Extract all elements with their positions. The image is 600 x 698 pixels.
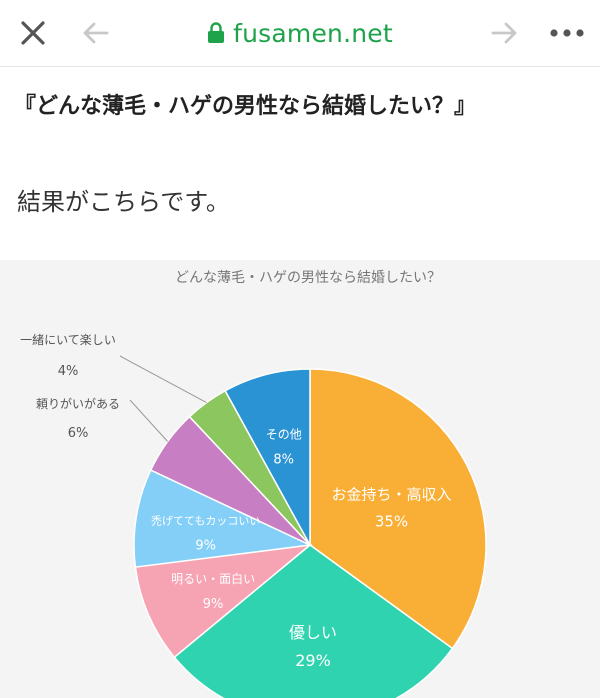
slice-percent-label: 35% xyxy=(375,513,408,531)
leader-line xyxy=(119,355,207,404)
close-icon xyxy=(21,21,45,45)
slice-percent-label: 4% xyxy=(58,364,79,379)
address-bar[interactable]: fusamen.net xyxy=(150,0,450,66)
pie-chart-svg: どんな薄毛・ハゲの男性なら結婚したい？ お金持ち・高収入 35% 優しい 29% 明るい… xyxy=(20,270,487,698)
pie-slice-3 xyxy=(134,543,313,659)
slice-percent-label: 8% xyxy=(273,453,294,468)
pie-slice-4 xyxy=(133,469,313,568)
slice-name-label: 頼りがいがある xyxy=(36,396,120,411)
slice-percent-label: 9% xyxy=(195,539,216,554)
pie-slice-1 xyxy=(309,368,487,650)
arrow-right-icon xyxy=(491,22,517,44)
slice-name-label: 禿げててもカッコいい xyxy=(151,515,260,528)
slice-name-label: 一緒にいて楽しい xyxy=(20,332,116,347)
article-lead: 結果がこちらです。 xyxy=(17,188,230,216)
more-button[interactable] xyxy=(540,0,594,66)
url-text: fusamen.net xyxy=(233,18,393,48)
arrow-left-icon xyxy=(83,22,109,44)
slice-name-label: お金持ち・高収入 xyxy=(331,486,451,504)
article-headline: 『どんな薄毛・ハゲの男性なら結婚したい？』 xyxy=(14,94,477,119)
slice-percent-label: 29% xyxy=(295,651,331,670)
pie-chart: どんな薄毛・ハゲの男性なら結婚したい？ お金持ち・高収入 35% 優しい 29% 明るい… xyxy=(0,260,600,698)
leader-line xyxy=(129,399,168,442)
pie-slice-7 xyxy=(224,368,311,546)
more-horizontal-icon xyxy=(550,29,584,37)
lock-icon xyxy=(208,22,225,43)
chart-title: どんな薄毛・ハゲの男性なら結婚したい？ xyxy=(175,270,441,286)
slice-name-label: 優しい xyxy=(289,623,337,642)
slice-name-label: その他 xyxy=(266,428,302,442)
back-button[interactable] xyxy=(72,0,118,66)
slice-percent-label: 6% xyxy=(68,426,89,441)
slice-percent-label: 9% xyxy=(203,597,224,612)
slice-name-label: 明るい・面白い xyxy=(171,571,255,586)
close-button[interactable] xyxy=(10,0,56,66)
forward-button[interactable] xyxy=(482,0,528,66)
browser-toolbar: fusamen.net xyxy=(0,0,600,67)
pie-slice-2 xyxy=(173,544,454,698)
